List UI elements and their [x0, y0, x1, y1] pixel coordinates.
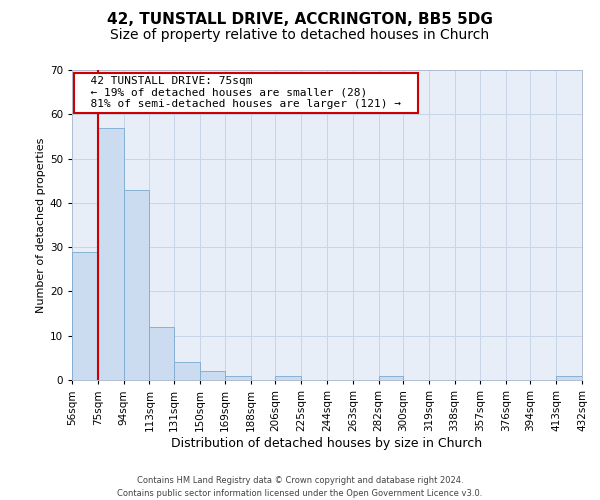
Bar: [149, 327, 174, 380]
Bar: [275, 376, 301, 380]
Bar: [124, 190, 149, 380]
Bar: [556, 376, 582, 380]
Y-axis label: Number of detached properties: Number of detached properties: [35, 138, 46, 312]
Bar: [199, 371, 225, 380]
Text: Contains HM Land Registry data © Crown copyright and database right 2024.
Contai: Contains HM Land Registry data © Crown c…: [118, 476, 482, 498]
Text: Size of property relative to detached houses in Church: Size of property relative to detached ho…: [110, 28, 490, 42]
Bar: [379, 376, 403, 380]
X-axis label: Distribution of detached houses by size in Church: Distribution of detached houses by size …: [172, 436, 482, 450]
Bar: [225, 376, 251, 380]
Bar: [174, 362, 199, 380]
Bar: [98, 128, 124, 380]
Text: 42 TUNSTALL DRIVE: 75sqm  
  ← 19% of detached houses are smaller (28)  
  81% o: 42 TUNSTALL DRIVE: 75sqm ← 19% of detach…: [77, 76, 415, 110]
Text: 42, TUNSTALL DRIVE, ACCRINGTON, BB5 5DG: 42, TUNSTALL DRIVE, ACCRINGTON, BB5 5DG: [107, 12, 493, 28]
Bar: [72, 252, 98, 380]
